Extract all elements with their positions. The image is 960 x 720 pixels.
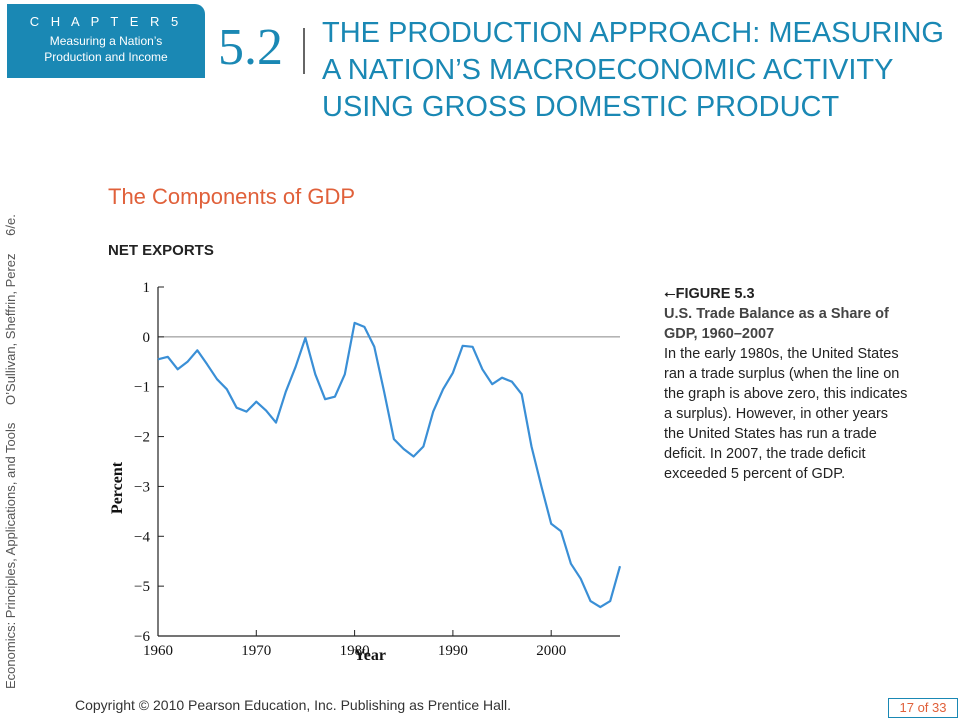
arrow-left-icon: ⭠ xyxy=(664,286,676,302)
figure-label: FIGURE 5.3 xyxy=(675,286,755,302)
chapter-subtitle-line1: Measuring a Nation’s xyxy=(49,34,163,48)
slide-subtitle: The Components of GDP xyxy=(108,184,356,209)
x-axis-title: Year xyxy=(354,647,386,664)
chapter-subtitle-line2: Production and Income xyxy=(44,50,168,64)
x-tick-label: 1970 xyxy=(241,643,271,659)
section-label: NET EXPORTS xyxy=(108,242,214,259)
y-tick-label: −6 xyxy=(134,629,150,645)
page-counter: 17 of 33 xyxy=(888,698,958,718)
slide-heading: THE PRODUCTION APPROACH: MEASURING A NAT… xyxy=(322,17,944,123)
side-book-credit: Economics: Principles, Applications, and… xyxy=(3,200,18,689)
y-tick-label: −5 xyxy=(134,579,150,595)
figure-title: U.S. Trade Balance as a Share of GDP, 19… xyxy=(664,306,889,342)
copyright-footer: Copyright © 2010 Pearson Education, Inc.… xyxy=(75,697,512,713)
x-tick-label: 1990 xyxy=(438,643,468,659)
chapter-tab: C H A P T E R 5 Measuring a Nation’s Pro… xyxy=(7,4,205,78)
x-tick-label: 1980 xyxy=(340,643,370,659)
y-tick-label: −3 xyxy=(134,479,150,495)
x-tick-label: 2000 xyxy=(536,643,566,659)
y-tick-label: −4 xyxy=(134,529,150,545)
y-tick-label: 1 xyxy=(143,280,151,296)
y-axis-title: Percent xyxy=(109,461,126,514)
side-book-edition: 6/e. xyxy=(3,214,18,236)
section-divider xyxy=(303,28,305,74)
trade-balance-line xyxy=(157,321,622,609)
series-layer xyxy=(157,321,622,609)
figure-number: ⭠FIGURE 5.3 xyxy=(664,284,909,304)
chapter-subtitle: Measuring a Nation’s Production and Inco… xyxy=(7,33,205,65)
y-tick-label: −2 xyxy=(134,430,150,446)
figure-description: In the early 1980s, the United States ra… xyxy=(664,346,908,482)
side-book-authors: O’Sullivan, Sheffrin, Perez xyxy=(3,253,18,405)
y-tick-label: 0 xyxy=(143,330,151,346)
chapter-label: C H A P T E R 5 xyxy=(29,14,183,29)
x-tick-label: 1960 xyxy=(143,643,173,659)
figure-caption: ⭠FIGURE 5.3 U.S. Trade Balance as a Shar… xyxy=(664,284,909,484)
side-book-title: Economics: Principles, Applications, and… xyxy=(3,422,18,689)
section-number: 5.2 xyxy=(218,19,283,76)
y-tick-label: −1 xyxy=(134,380,150,396)
